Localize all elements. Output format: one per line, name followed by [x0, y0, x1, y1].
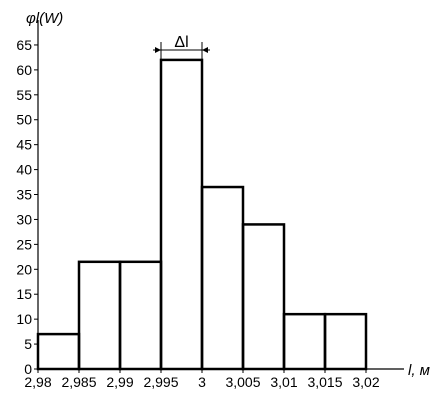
histogram-bar-3 [118, 260, 163, 371]
bars-layer [36, 58, 368, 371]
x-tick-label: 3,015 [307, 374, 342, 390]
x-tick-label: 3 [198, 374, 206, 390]
histogram-bar-2 [77, 260, 122, 371]
x-tick-label: 2,98 [24, 374, 51, 390]
x-tick-label: 3,005 [225, 374, 260, 390]
y-tick-label: 0 [24, 361, 32, 377]
y-tick-label: 55 [16, 87, 32, 103]
y-tick-label: 35 [16, 187, 32, 203]
axes-layer [37, 20, 404, 370]
x-tick-label: 2,99 [106, 374, 133, 390]
histogram-bar-5 [200, 185, 245, 371]
histogram-bar-7 [282, 312, 327, 371]
x-tick-label: 3,02 [352, 374, 379, 390]
y-tick-label: 15 [16, 286, 32, 302]
x-axis-label: l, м [408, 362, 430, 379]
histogram-bar-8 [323, 312, 368, 371]
ticks-layer: 0 5 10 15 20 25 30 35 40 45 50 55 60 65 2,98 2,985 2,99 2… [16, 37, 379, 390]
x-tick-label: 3,01 [270, 374, 297, 390]
x-tick-label: 2,995 [143, 374, 178, 390]
histogram-bar-6 [241, 223, 286, 371]
histogram-bar-4 [159, 58, 204, 371]
annotation-layer: Δl [153, 34, 210, 60]
delta-l-label: Δl [174, 34, 188, 51]
y-tick-label: 5 [24, 336, 32, 352]
y-tick-label: 20 [16, 261, 32, 277]
y-tick-label: 50 [16, 112, 32, 128]
y-tick-label: 30 [16, 211, 32, 227]
y-tick-label: 10 [16, 311, 32, 327]
y-tick-label: 25 [16, 236, 32, 252]
y-axis-label: φl(W) [26, 10, 63, 27]
x-tick-label: 2,985 [61, 374, 96, 390]
y-tick-label: 40 [16, 162, 32, 178]
y-tick-label: 45 [16, 137, 32, 153]
y-tick-label: 65 [16, 37, 32, 53]
histogram-bar-1 [36, 332, 81, 371]
y-tick-label: 60 [16, 62, 32, 78]
